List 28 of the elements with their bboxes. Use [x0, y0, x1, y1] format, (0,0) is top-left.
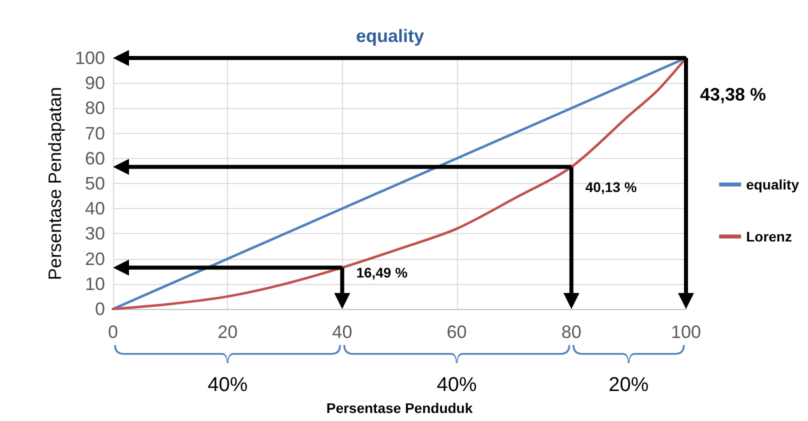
- y-axis-title: Persentase Pendapatan: [45, 86, 66, 280]
- chart-title: equality: [356, 26, 424, 46]
- text: 40%: [436, 374, 478, 396]
- y-tick-label: 30: [84, 224, 105, 244]
- x-tick-label: 80: [561, 322, 582, 342]
- y-tick-label: 20: [84, 248, 105, 269]
- x-tick-label: 100: [670, 322, 702, 342]
- annotation: 16,49 %: [356, 264, 408, 280]
- legend-label: equality: [746, 176, 800, 192]
- x-tick-label: 20: [218, 322, 238, 342]
- legend-label: Lorenz: [746, 228, 792, 244]
- x-tick-label: 40: [332, 322, 352, 342]
- x-axis-title: Persentase Penduduk: [326, 400, 473, 416]
- y-tick-label: 40: [84, 198, 105, 219]
- y-tick-label: 60: [84, 148, 105, 168]
- y-tick-label: 50: [84, 174, 105, 194]
- y-tick-label: 70: [84, 123, 105, 144]
- annotation: 40,13 %: [585, 178, 638, 195]
- x-tick-label: 0: [108, 322, 118, 342]
- x-tick-label: 60: [446, 322, 467, 342]
- text: 40%: [208, 374, 248, 396]
- y-tick-label: 100: [74, 48, 105, 68]
- y-tick-label: 90: [84, 73, 105, 94]
- annotation: 43,38 %: [700, 84, 766, 104]
- y-tick-label: 0: [94, 299, 105, 319]
- y-tick-label: 10: [84, 274, 105, 294]
- y-tick-label: 80: [84, 98, 105, 118]
- text: 20%: [608, 374, 649, 396]
